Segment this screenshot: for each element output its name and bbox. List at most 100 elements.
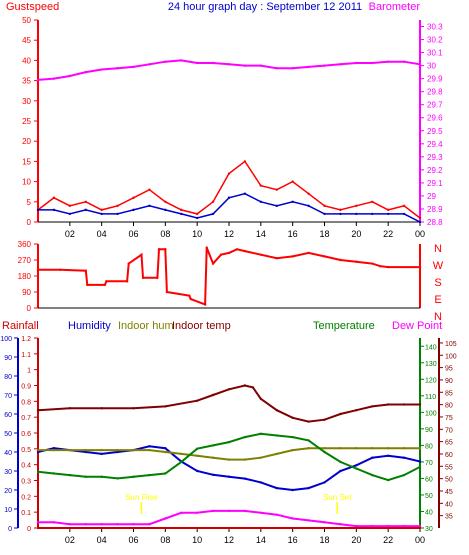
top-series-1-point (227, 172, 231, 175)
barometer-tick-label: 30.1 (427, 49, 443, 58)
bottom-series-0-point (386, 403, 390, 406)
top-series-1-point (68, 204, 72, 208)
top-series-2-point (36, 208, 40, 212)
bottom-series-2-point (355, 447, 358, 450)
bottom-series-3-point (275, 434, 278, 437)
top-x-ticks: 02 04 06 08 10 12 14 16 18 20 22 00 (65, 222, 425, 239)
barometer-tick-label: 29 (427, 192, 436, 201)
top-series-0-point (68, 74, 72, 78)
header-label-4: Temperature (313, 320, 375, 332)
top-series-0-point (36, 78, 40, 82)
dewpoint-tick-label: 85 (445, 390, 453, 397)
bottom-series-4-point (100, 523, 103, 526)
top-series-2-point (84, 208, 87, 212)
bottom-series-3-point (418, 465, 422, 469)
humidity-tick-label: 30 (4, 469, 12, 476)
top-series-2-point (339, 212, 342, 216)
top-series-1-point (84, 200, 87, 203)
temperature-tick-label: 110 (425, 394, 436, 401)
bottom-series-0-point (251, 386, 255, 389)
bottom-series-2-point (386, 447, 390, 450)
rainfall-tick-label: 0.5 (21, 447, 31, 454)
top-series-1-point (339, 208, 342, 212)
bottom-series-1-point (259, 481, 263, 484)
top-series-1-point (132, 196, 135, 199)
bottom-series-3-point (116, 477, 119, 480)
top-series-2-point (307, 204, 310, 208)
wind-direction-point (235, 248, 239, 251)
humidity-tick-label: 0 (8, 526, 12, 533)
top-series-1-point (148, 188, 151, 191)
wind-direction-point (386, 265, 390, 269)
wind-direction-point (371, 262, 374, 265)
bottom-series-4-point (323, 521, 326, 524)
wind-direction-point (105, 280, 108, 283)
top-series (36, 59, 422, 224)
bottom-series-4-point (371, 524, 374, 528)
bottom-series-0-point (195, 399, 199, 402)
rainfall-ticks: 0 0.1 0.2 0.3 0.4 0.5 0.6 0.7 0.8 0.9 1 1.1 1.2 (21, 336, 38, 533)
wind-direction-point (307, 251, 310, 255)
header-label-2: Indoor hum (118, 320, 174, 332)
bottom-series-4-point (148, 523, 151, 526)
rainfall-tick-label: 0.8 (21, 399, 31, 406)
bottom-series-2-point (84, 448, 87, 452)
bottom-series-0-point (243, 384, 247, 387)
rainfall-tick-label: 0.1 (21, 510, 31, 517)
top-series-1-point (259, 184, 263, 187)
humidity-tick-label: 40 (4, 450, 12, 457)
top-series-2-point (164, 208, 167, 212)
bottom-series-2-point (36, 448, 40, 452)
sun-markers: Sun Rise Sun Set (125, 493, 352, 514)
top-x-tick-label: 20 (351, 229, 361, 239)
top-x-tick-label: 14 (256, 229, 266, 239)
gust-tick-label: 35 (22, 77, 31, 86)
top-series-1-point (323, 204, 326, 208)
top-series-line-1 (37, 160, 421, 219)
humidity-tick-label: 100 (0, 336, 12, 343)
top-series-2-point (227, 196, 231, 199)
bottom-x-tick-label: 14 (256, 535, 266, 545)
dewpoint-tick-label: 80 (445, 403, 453, 410)
temperature-tick-label: 30 (425, 526, 433, 533)
rainfall-tick-label: 0.4 (21, 463, 31, 470)
bottom-series-1-point (100, 452, 103, 456)
dewpoint-tick-label: 100 (445, 353, 457, 360)
bottom-series-1-point (323, 481, 326, 484)
bottom-series-1-point (243, 477, 247, 480)
top-series-2-point (259, 200, 263, 203)
top-series-1-point (307, 192, 310, 195)
bottom-x-tick-label: 10 (192, 535, 202, 545)
top-series-1-point (291, 180, 294, 183)
top-x-tick-label: 16 (288, 229, 298, 239)
top-series-1-point (386, 208, 390, 212)
bottom-series-1-point (211, 473, 215, 476)
bottom-series-0-point (227, 388, 231, 391)
bottom-series-2-point (148, 448, 151, 452)
wind-direction-point (164, 248, 167, 251)
bottom-x-tick-label: 08 (160, 535, 170, 545)
top-series-2-point (68, 212, 72, 216)
bottom-series-3-point (227, 440, 231, 444)
rainfall-tick-label: 0.2 (21, 494, 31, 501)
rainfall-tick-label: 1.2 (21, 336, 31, 343)
bottom-x-tick-label: 22 (383, 535, 393, 545)
barometer-tick-label: 29.5 (427, 127, 443, 136)
bottom-series-2-point (259, 456, 263, 459)
bottom-series-3-point (323, 450, 326, 454)
gust-tick-label: 25 (22, 117, 31, 126)
bottom-series-2-point (116, 448, 119, 452)
bottom-series-4-point (339, 523, 342, 526)
temperature-tick-label: 60 (425, 476, 433, 483)
bottom-series-0-point (164, 405, 167, 408)
gust-tick-label: 5 (27, 198, 32, 207)
wind-tick-label: 180 (18, 272, 32, 281)
top-series-2-point (195, 216, 199, 220)
wind-direction-point (103, 283, 107, 287)
top-x-tick-label: 18 (319, 229, 329, 239)
top-x-tick-label: 00 (415, 229, 425, 239)
dewpoint-tick-label: 45 (445, 489, 453, 496)
bottom-series-3-point (291, 435, 294, 439)
